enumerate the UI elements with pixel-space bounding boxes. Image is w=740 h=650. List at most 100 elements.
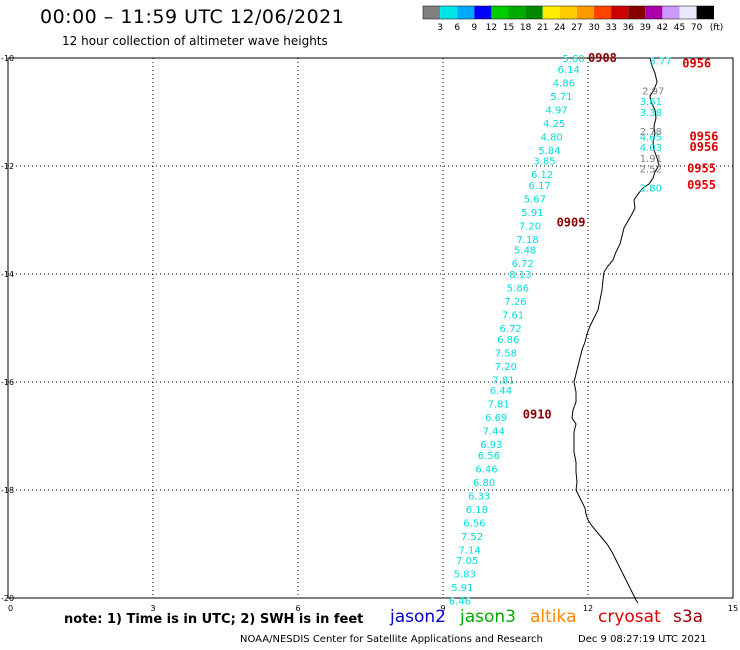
page-title: 00:00 – 11:59 UTC 12/06/2021	[40, 6, 345, 28]
legend-tick-label: 9	[471, 23, 477, 33]
legend-frame	[422, 5, 714, 20]
swh-value-label: 5.83	[454, 570, 476, 581]
time-label: 0910	[523, 407, 552, 421]
chart-grid	[8, 58, 733, 598]
swh-value-label: 6.33	[468, 491, 490, 502]
swh-value-label: 5.91	[521, 208, 543, 219]
swh-value-label: 2.52	[640, 165, 662, 176]
swh-value-label: 7.26	[504, 297, 526, 308]
legend-swatch	[491, 6, 509, 19]
swh-value-label: 7.58	[495, 348, 517, 359]
swh-value-label: 3.61	[640, 97, 662, 108]
x-tick-label: 12	[583, 604, 593, 613]
time-label: 0956	[682, 56, 711, 70]
legend-swatch	[696, 6, 714, 19]
legend-tick-label: 24	[554, 23, 566, 33]
legend-tick-label: 30	[588, 23, 600, 33]
swh-value-label: 4.65	[640, 132, 662, 143]
legend-swatch	[423, 6, 441, 19]
legend-tick-label: 18	[520, 23, 532, 33]
swh-value-label: 6.72	[500, 324, 522, 335]
legend-tick-label: 21	[537, 23, 548, 33]
x-tick-label: 0	[8, 604, 13, 613]
sat-label-jason3: jason3	[460, 607, 516, 627]
time-label: 0955	[687, 178, 716, 192]
swh-values: 5.606.14 4.86 5.71 4.97 4.25 4.80 5.843.85 6.12…	[449, 54, 672, 608]
x-tick-label: 3	[150, 604, 155, 613]
x-tick-label: 15	[728, 604, 738, 613]
swh-value-label: 6.80	[473, 478, 495, 489]
legend-unit: (ft)	[710, 23, 724, 33]
axis-labels: 0 3 6 9 12 15 -10 -12 -14 -16 -18 -20	[1, 54, 738, 613]
swh-value-label: 5.71	[550, 92, 572, 103]
swh-value-label: 7.14	[458, 545, 480, 556]
swh-value-label: 7.81	[492, 375, 514, 386]
footer-timestamp: Dec 9 08:27:19 UTC 2021	[578, 634, 707, 645]
swh-value-label: 5.67	[524, 194, 546, 205]
swh-value-label: 1.91	[640, 154, 662, 165]
y-tick-label: -18	[1, 486, 14, 495]
legend-tick-label: 15	[503, 23, 514, 33]
legend-tick-label: 27	[571, 23, 582, 33]
sat-label-cryosat: cryosat	[598, 607, 661, 627]
swh-value-label: 6.14	[558, 65, 580, 76]
y-tick-label: -16	[1, 378, 14, 387]
time-label: 0956	[690, 140, 719, 154]
legend-tick-label: 70	[691, 23, 703, 33]
swh-value-label: 5.91	[451, 583, 473, 594]
y-tick-label: -12	[1, 162, 14, 171]
legend-tick-label: 42	[657, 23, 668, 33]
legend-swatch	[542, 6, 560, 19]
footer-note: note: 1) Time is in UTC; 2) SWH is in fe…	[64, 612, 364, 627]
legend-swatch	[525, 6, 543, 19]
legend-swatch	[576, 6, 594, 19]
legend-swatch	[679, 6, 697, 19]
swh-value-label: 7.81	[487, 400, 509, 411]
swh-value-label: 4.86	[553, 78, 575, 89]
swh-value-label: 6.86	[497, 335, 519, 346]
swh-value-label: 7.05	[456, 556, 478, 567]
y-tick-label: -20	[1, 594, 14, 603]
swh-value-label: 2.97	[642, 86, 664, 97]
time-label: 0909	[557, 216, 586, 230]
legend-swatch	[440, 6, 458, 19]
swh-value-label: 8.13	[509, 270, 531, 281]
swh-value-label: 5.48	[514, 246, 536, 257]
legend-tick-label: 33	[605, 23, 616, 33]
swh-value-label: 5.86	[507, 284, 529, 295]
x-tick-label: 6	[295, 604, 300, 613]
legend-swatch	[474, 6, 492, 19]
legend-swatch	[662, 6, 680, 19]
sat-label-s3a: s3a	[673, 607, 704, 627]
swh-value-label: 6.17	[529, 181, 551, 192]
legend-tick-label: 3	[437, 23, 443, 33]
swh-value-label: 4.97	[545, 105, 567, 116]
swh-value-label: 6.46	[449, 597, 471, 608]
legend-swatch	[628, 6, 646, 19]
time-label: 0955	[687, 162, 716, 176]
swh-value-label: 3.38	[640, 108, 662, 119]
legend-tick-label: 12	[486, 23, 497, 33]
swh-value-label: 4.25	[543, 119, 565, 130]
swh-value-label: 4.03	[640, 143, 662, 154]
time-label: 0956	[690, 129, 719, 143]
color-legend: 3 6 9 12 15 18 21 24 27 30 33 36 39 42 45 70 (ft)	[422, 5, 724, 33]
x-tick-label: 9	[440, 604, 445, 613]
legend-swatch	[611, 6, 629, 19]
plot-frame	[7, 57, 734, 599]
swh-value-label: 5.60	[562, 54, 584, 65]
legend-swatch	[508, 6, 526, 19]
legend-swatch	[457, 6, 475, 19]
swh-value-label: 4.80	[541, 132, 563, 143]
swh-value-label: 7.44	[483, 427, 505, 438]
swh-value-label: 2.78	[640, 127, 662, 138]
legend-tick-label: 45	[674, 23, 685, 33]
swh-value-label: 6.18	[466, 505, 488, 516]
swh-value-label: 6.56	[463, 518, 485, 529]
y-tick-label: -10	[1, 54, 14, 63]
swh-value-label: 7.18	[516, 235, 538, 246]
swh-value-label: 6.12	[531, 170, 553, 181]
swh-value-label: 5.84	[538, 146, 560, 157]
legend-tick-label: 36	[622, 23, 634, 33]
